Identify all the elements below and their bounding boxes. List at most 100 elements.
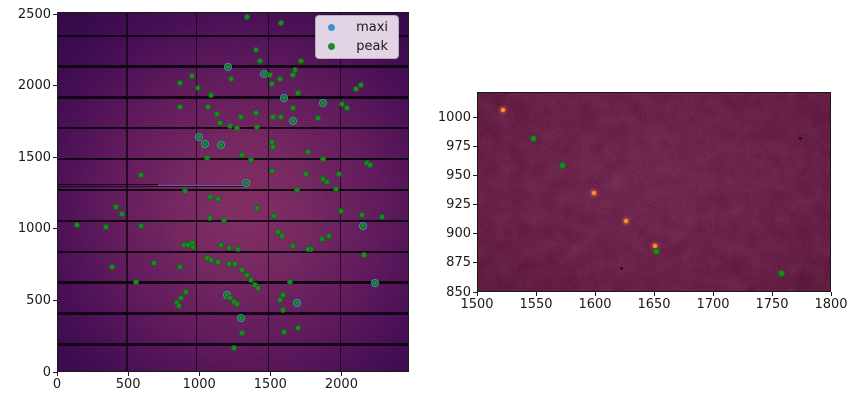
peak-point[interactable] <box>103 223 110 230</box>
peak-point[interactable] <box>361 252 368 259</box>
peak-point[interactable] <box>277 20 284 27</box>
peak-point[interactable] <box>652 247 660 255</box>
peak-point[interactable] <box>333 185 340 192</box>
peak-point[interactable] <box>305 148 312 155</box>
peak-point[interactable] <box>216 120 223 127</box>
peak-point[interactable] <box>138 222 145 229</box>
peak-point[interactable] <box>255 284 262 291</box>
peak-point[interactable] <box>109 264 116 271</box>
peak-point[interactable] <box>252 281 259 288</box>
peak-point[interactable] <box>214 110 221 117</box>
peak-point[interactable] <box>217 142 224 149</box>
peak-point[interactable] <box>190 243 197 250</box>
peak-point[interactable] <box>359 211 366 218</box>
peak-point[interactable] <box>343 105 350 112</box>
legend-item-peak[interactable]: peak <box>328 39 388 56</box>
peak-point[interactable] <box>320 99 327 106</box>
peak-point[interactable] <box>372 280 378 287</box>
peak-point[interactable] <box>266 72 273 79</box>
peak-point[interactable] <box>363 159 370 166</box>
peak-point[interactable] <box>289 117 296 124</box>
peak-point[interactable] <box>308 245 314 252</box>
peak-point[interactable] <box>226 260 233 267</box>
peak-point[interactable] <box>224 63 231 70</box>
peak-point[interactable] <box>295 89 302 96</box>
peak-point[interactable] <box>234 246 241 253</box>
peak-point[interactable] <box>289 105 296 112</box>
peak-point[interactable] <box>138 171 145 178</box>
peak-point[interactable] <box>204 155 211 162</box>
peak-point[interactable] <box>529 134 537 142</box>
peak-point[interactable] <box>324 179 331 186</box>
peak-point[interactable] <box>253 123 260 130</box>
legend-item-maxi[interactable]: maxi <box>328 19 388 36</box>
peak-point[interactable] <box>242 180 249 187</box>
peak-point[interactable] <box>220 217 227 224</box>
peak-point[interactable] <box>277 296 283 303</box>
peak-point[interactable] <box>286 279 293 286</box>
peak-point[interactable] <box>176 264 183 271</box>
peak-point[interactable] <box>206 194 213 201</box>
peak-point[interactable] <box>150 260 157 267</box>
peak-point[interactable] <box>217 242 224 249</box>
peak-point[interactable] <box>292 67 299 74</box>
peak-point[interactable] <box>290 71 297 78</box>
peak-point[interactable] <box>326 232 333 239</box>
peak-point[interactable] <box>289 243 296 250</box>
peak-point[interactable] <box>277 76 283 83</box>
peak-point[interactable] <box>270 213 277 220</box>
peak-point[interactable] <box>234 301 241 308</box>
peak-point[interactable] <box>225 244 232 251</box>
peak-point[interactable] <box>244 13 250 20</box>
peak-point[interactable] <box>298 57 305 64</box>
peak-point[interactable] <box>379 214 386 221</box>
peak-point[interactable] <box>202 141 209 148</box>
peak-point[interactable] <box>176 103 183 110</box>
peak-point[interactable] <box>281 329 288 336</box>
legend[interactable]: maxi peak <box>315 15 399 59</box>
peak-point[interactable] <box>237 315 244 322</box>
peak-point[interactable] <box>239 267 246 274</box>
peak-point[interactable] <box>336 171 343 178</box>
peak-point[interactable] <box>280 95 287 102</box>
peak-point[interactable] <box>314 114 321 121</box>
peak-point[interactable] <box>279 306 286 313</box>
peak-point[interactable] <box>185 242 192 249</box>
peak-point[interactable] <box>338 101 345 108</box>
peak-point[interactable] <box>295 325 302 332</box>
peak-point[interactable] <box>181 242 188 249</box>
peak-point[interactable] <box>353 85 360 92</box>
peak-point[interactable] <box>559 161 567 169</box>
peak-point[interactable] <box>269 80 276 87</box>
peak-point[interactable] <box>230 298 237 305</box>
peak-point[interactable] <box>205 103 212 110</box>
peak-point[interactable] <box>268 168 275 175</box>
peak-point[interactable] <box>133 279 140 286</box>
peak-point[interactable] <box>182 187 189 194</box>
peak-point[interactable] <box>359 222 366 229</box>
peak-point[interactable] <box>177 80 184 87</box>
peak-point[interactable] <box>214 258 221 265</box>
peak-point[interactable] <box>320 175 327 182</box>
peak-point[interactable] <box>223 291 230 298</box>
peak-point[interactable] <box>239 152 246 159</box>
peak-point[interactable] <box>183 289 190 296</box>
peak-point[interactable] <box>207 92 214 99</box>
peak-point[interactable] <box>226 122 233 129</box>
peak-point[interactable] <box>176 302 183 309</box>
peak-point[interactable] <box>189 240 196 247</box>
peak-point[interactable] <box>239 330 246 337</box>
peak-point[interactable] <box>318 235 325 242</box>
peak-point[interactable] <box>270 113 277 120</box>
peak-point[interactable] <box>113 204 120 211</box>
peak-point[interactable] <box>358 81 365 88</box>
peak-point[interactable] <box>256 58 263 65</box>
peak-point[interactable] <box>231 260 238 267</box>
peak-point[interactable] <box>248 156 255 163</box>
peak-point[interactable] <box>73 222 80 229</box>
peak-point[interactable] <box>207 215 214 222</box>
peak-point[interactable] <box>189 73 196 80</box>
peak-point[interactable] <box>268 139 275 146</box>
peak-point[interactable] <box>367 161 374 168</box>
peak-point[interactable] <box>304 245 311 252</box>
